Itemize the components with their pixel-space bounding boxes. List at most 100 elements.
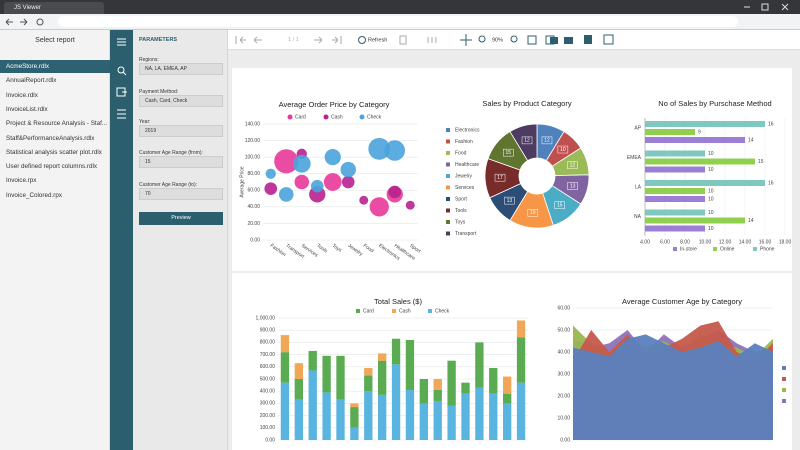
- bar: [645, 137, 745, 143]
- bubble: [369, 197, 389, 217]
- toolbar-icons[interactable]: 1 / 1 Refresh 90%: [215, 30, 800, 50]
- data-label: 12: [544, 138, 550, 144]
- bar-segment: [503, 403, 512, 440]
- legend-swatch: [673, 247, 677, 251]
- report-item[interactable]: AcmeStore.rdlx: [0, 60, 110, 73]
- bar: [645, 150, 705, 157]
- bar: [645, 217, 745, 224]
- legend-label: Card: [295, 114, 306, 120]
- bar-segment: [336, 355, 345, 400]
- legend-label: Food: [455, 150, 467, 156]
- bubble: [278, 187, 294, 202]
- data-label: 15: [758, 159, 764, 165]
- label-box: [557, 145, 569, 154]
- area: [573, 334, 773, 440]
- label-box: [521, 136, 533, 145]
- window-controls[interactable]: [740, 2, 796, 12]
- label-box: [494, 173, 506, 182]
- strip-icons[interactable]: [110, 30, 133, 150]
- refresh-label[interactable]: Refresh: [368, 38, 387, 44]
- bubble: [310, 179, 324, 193]
- report-item[interactable]: User defined report columns.rdlx: [6, 163, 97, 171]
- bar-segment: [294, 379, 303, 400]
- input[interactable]: 15: [139, 156, 223, 168]
- report-item[interactable]: Staff&PerformanceAnalysis.rdlx: [6, 134, 95, 142]
- data-label: 15: [506, 150, 512, 156]
- select[interactable]: 2019: [139, 125, 223, 137]
- chart-title: Average Customer Age by Category: [622, 297, 742, 306]
- bar-segment: [350, 403, 359, 408]
- field-label: Year:: [139, 119, 151, 125]
- bar: [645, 121, 765, 127]
- data-label: 16: [768, 121, 774, 127]
- data-label: 19: [530, 210, 536, 216]
- bubble: [264, 182, 278, 195]
- legend-swatch: [782, 388, 786, 392]
- report-item[interactable]: Project & Resource Analysis - Staf...: [6, 120, 108, 128]
- report-item[interactable]: Invoice_Colored.rpx: [6, 191, 63, 199]
- data-label: 13: [570, 183, 576, 189]
- y-axis-label: Average Price: [239, 166, 245, 198]
- bar-segment: [391, 364, 401, 440]
- y-tick-label: AP: [634, 125, 641, 131]
- report-item[interactable]: AnnualReport.rdlx: [6, 77, 57, 85]
- page-indicator: 1 / 1: [288, 37, 299, 43]
- data-label: 15: [557, 203, 563, 209]
- report-item[interactable]: InvoiceList.rdlx: [6, 105, 48, 113]
- data-label: 12: [570, 163, 576, 169]
- data-label: 10: [560, 147, 566, 153]
- bar-segment: [447, 405, 456, 440]
- bar: [645, 196, 705, 202]
- legend-swatch: [713, 247, 717, 251]
- bar: [645, 188, 705, 194]
- data-label: 13: [507, 198, 513, 204]
- bar-segment: [294, 363, 303, 379]
- bar: [645, 225, 705, 232]
- report-list: Select report AcmeStore.rdlx AnnualReport…: [0, 30, 110, 450]
- report-item[interactable]: Invoice.rdlx: [6, 91, 38, 99]
- report-item[interactable]: Invoice.rpx: [6, 177, 37, 185]
- y-tick-label: EMEA: [627, 155, 642, 161]
- bar-segment: [364, 375, 373, 392]
- field-label: Regions:: [139, 57, 159, 63]
- x-tick-label: Food: [362, 243, 375, 255]
- bar-segment: [378, 353, 387, 361]
- legend-label: Fashion: [455, 139, 473, 145]
- bubble: [340, 161, 356, 178]
- bubble: [265, 168, 276, 179]
- legend-label: Toys: [455, 219, 466, 225]
- bar-segment: [322, 355, 331, 393]
- bubble: [294, 174, 310, 190]
- browser-tab[interactable]: JS Viewer: [4, 2, 104, 14]
- report-item[interactable]: Statistical analysis scatter plot.rdlx: [6, 148, 102, 156]
- bubble: [384, 140, 406, 161]
- bar-segment: [461, 382, 470, 394]
- preview-button[interactable]: Preview: [139, 212, 223, 225]
- bar: [645, 180, 765, 186]
- select[interactable]: Cash, Card, Check: [139, 95, 223, 107]
- x-tick-label: 8.00: [680, 239, 690, 245]
- bar-segment: [405, 389, 415, 440]
- bubble: [323, 173, 342, 191]
- bar: [645, 158, 755, 165]
- bar-segment: [433, 400, 442, 440]
- select[interactable]: NA, LA, EMEA, AP: [139, 63, 223, 75]
- data-label: 16: [768, 180, 774, 186]
- url-box[interactable]: [58, 16, 738, 27]
- pie-slice: [509, 123, 538, 162]
- label-box: [554, 201, 565, 209]
- legend-swatch: [392, 309, 396, 313]
- x-tick-label: 16.00: [759, 239, 772, 245]
- y-tick-label: 0.00: [250, 237, 260, 243]
- bar-segment: [516, 320, 526, 338]
- bar-segment: [308, 370, 317, 440]
- y-tick-label: 200.00: [260, 413, 276, 419]
- y-tick-label: 100.00: [245, 154, 261, 160]
- legend-label: Tools: [455, 208, 467, 214]
- label-box: [567, 161, 578, 169]
- bar-segment: [350, 407, 359, 428]
- nav-buttons[interactable]: [4, 17, 54, 27]
- legend-swatch: [446, 185, 450, 190]
- input[interactable]: 70: [139, 188, 223, 200]
- zoom-label[interactable]: 90%: [492, 38, 503, 44]
